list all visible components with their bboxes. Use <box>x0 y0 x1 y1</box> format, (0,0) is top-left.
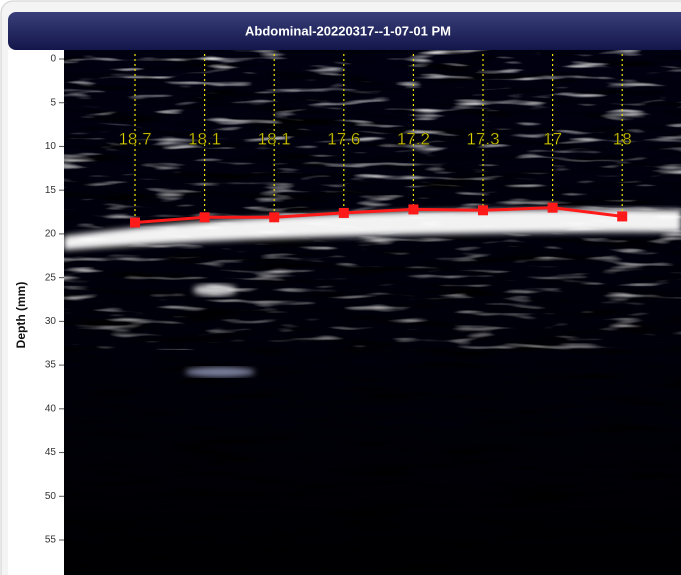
marker <box>200 212 210 222</box>
measurement-label: 18.1 <box>188 129 221 148</box>
page: {"chart_data":{"type":"scatter","title":… <box>0 0 681 575</box>
marker <box>408 204 418 214</box>
y-tick-label: 45 <box>45 447 57 458</box>
ultrasound-image <box>64 50 681 575</box>
y-tick-label: 20 <box>45 229 57 240</box>
title: Abdominal-20220317--1-07-01 PM <box>245 23 451 38</box>
y-tick-label: 10 <box>45 141 57 152</box>
marker <box>478 205 488 215</box>
y-tick-label: 15 <box>45 185 57 196</box>
y-tick-label: 25 <box>45 272 57 283</box>
y-tick-label: 30 <box>45 316 57 327</box>
y-tick-label: 40 <box>45 403 57 414</box>
measurement-label: 17.3 <box>466 129 499 148</box>
viewer: Abdominal-20220317--1-07-01 PM 18.7 18.1 1… <box>0 0 681 575</box>
measurement-label: 17.6 <box>327 129 360 148</box>
y-axis-label: Depth (mm) <box>14 282 28 349</box>
measurement-label: 17.2 <box>397 129 430 148</box>
marker <box>269 212 279 222</box>
measurement-label: 17 <box>543 129 562 148</box>
measurement-label: 18.1 <box>258 129 291 148</box>
y-tick-label: 55 <box>45 535 57 546</box>
measurement-label: 18.7 <box>118 129 151 148</box>
marker <box>617 211 627 221</box>
y-tick-label: 0 <box>50 54 56 65</box>
marker <box>339 208 349 218</box>
y-tick-label: 50 <box>45 491 57 502</box>
measurement-label: 18 <box>613 129 632 148</box>
y-tick-label: 35 <box>45 360 57 371</box>
y-tick-label: 5 <box>50 97 56 108</box>
marker <box>548 203 558 213</box>
marker <box>130 218 140 228</box>
